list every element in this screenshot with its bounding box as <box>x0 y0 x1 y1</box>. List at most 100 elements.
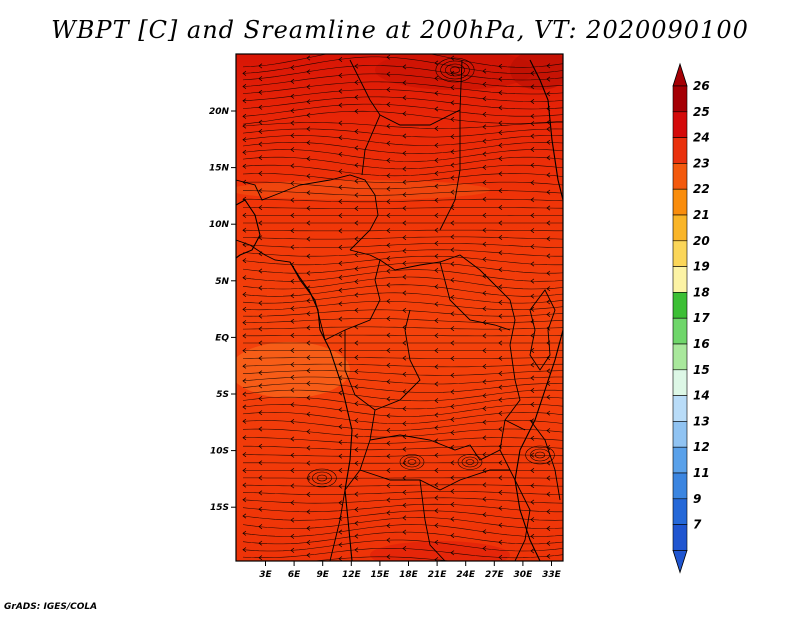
streamline-arrow <box>338 347 343 353</box>
streamline-arrow <box>546 76 551 82</box>
streamline-arrow <box>386 427 391 433</box>
streamline-arrow <box>498 76 503 82</box>
lon-tick-label: 24E <box>456 570 476 580</box>
streamline-arrow <box>306 311 311 317</box>
streamline-arrow <box>242 275 247 281</box>
streamline-arrow <box>290 517 295 523</box>
streamline-arrow <box>386 54 391 60</box>
streamline-arrow <box>386 468 391 473</box>
streamline-arrow <box>530 113 535 119</box>
lat-tick-label: 20N <box>209 107 230 117</box>
streamline-arrow <box>450 389 455 395</box>
streamline-arrow <box>402 307 407 313</box>
streamline-arrow <box>258 155 263 161</box>
eddy-ring <box>465 459 475 465</box>
streamline <box>242 255 563 266</box>
streamline-arrow <box>258 220 263 226</box>
dark-patch-south <box>370 541 510 561</box>
streamline-arrow <box>434 398 439 404</box>
streamline-arrow <box>434 90 439 96</box>
streamline-arrow <box>546 139 551 145</box>
colorbar-segment <box>672 317 688 345</box>
streamline-arrow <box>482 529 487 535</box>
streamline-arrow <box>450 189 455 195</box>
streamline-arrow <box>450 430 455 436</box>
streamline-arrow <box>354 491 359 497</box>
streamline-arrow <box>354 178 359 184</box>
streamline-arrow <box>258 104 263 110</box>
streamline-arrow <box>258 506 263 512</box>
streamline-arrow <box>338 556 343 561</box>
map-plot-area <box>236 54 563 561</box>
map-frame <box>235 53 564 562</box>
streamline-arrow <box>290 293 295 299</box>
streamline-arrow <box>482 124 487 130</box>
streamline-arrow <box>306 492 311 497</box>
streamline-arrow <box>354 507 359 512</box>
streamline-arrow <box>386 413 391 419</box>
streamline-arrow <box>354 369 359 374</box>
colorbar-segment <box>672 369 688 396</box>
streamline-arrow <box>530 517 535 523</box>
colorbar-label: 15 <box>693 363 710 377</box>
streamline-arrow <box>498 120 503 126</box>
streamline-arrow <box>450 116 455 122</box>
streamline <box>242 334 563 337</box>
streamline-arrow <box>434 539 439 545</box>
streamline-arrow <box>402 546 407 551</box>
streamline-arrow <box>354 94 359 100</box>
streamline-arrow <box>402 355 407 361</box>
streamline-arrow <box>354 418 359 424</box>
eddy-ring <box>403 456 421 468</box>
streamline-arrow <box>354 433 359 439</box>
streamline-arrow <box>258 188 263 194</box>
streamline-arrow <box>386 510 391 516</box>
streamline-arrow <box>402 166 407 172</box>
streamline-arrow <box>306 475 311 481</box>
coastline-west <box>236 199 261 259</box>
streamline-arrow <box>338 407 343 413</box>
streamline-arrow <box>386 228 391 234</box>
streamline-arrow <box>434 197 439 203</box>
streamline-arrow <box>450 488 455 494</box>
streamline-arrow <box>530 70 535 76</box>
colorbar-segment <box>672 214 688 242</box>
streamline-arrow <box>498 475 503 481</box>
streamline-arrow <box>498 384 503 390</box>
streamline-arrow <box>290 452 295 458</box>
streamline-arrow <box>242 378 247 384</box>
streamline-arrow <box>338 88 343 94</box>
lon-tick-label: 30E <box>514 570 534 580</box>
streamline-arrow <box>498 90 503 96</box>
streamline-arrow <box>434 364 439 370</box>
streamline-arrow <box>354 220 359 226</box>
colorbar-label: 7 <box>693 518 702 532</box>
streamline-arrow <box>498 220 503 226</box>
streamline-arrow <box>498 300 503 305</box>
streamline-arrow <box>306 270 311 276</box>
streamline-arrow <box>434 318 439 324</box>
streamline-arrow <box>338 244 343 250</box>
colorbar-label: 23 <box>693 156 710 170</box>
streamline-arrow <box>498 250 503 256</box>
colorbar-segment <box>672 421 688 448</box>
streamline-arrow <box>306 69 311 75</box>
streamline-arrow <box>546 63 551 69</box>
streamline-arrow <box>306 355 311 361</box>
colorbar-segment <box>672 137 688 164</box>
streamline-arrow <box>242 404 247 410</box>
streamline-arrow <box>338 275 343 280</box>
streamline-arrow <box>434 183 439 189</box>
streamline-arrow <box>386 268 391 274</box>
streamline-arrow <box>242 348 247 354</box>
lat-tick-label: 15N <box>209 164 230 174</box>
streamline-arrow <box>354 355 359 360</box>
streamline-arrow <box>530 99 535 104</box>
streamline-arrow <box>338 468 343 473</box>
streamline-arrow <box>498 397 503 403</box>
lat-tick-label: 5N <box>215 277 229 287</box>
streamline-arrow <box>402 80 407 86</box>
streamline-arrow <box>434 60 439 66</box>
colorbar-segment <box>672 292 688 319</box>
streamline <box>242 437 563 444</box>
